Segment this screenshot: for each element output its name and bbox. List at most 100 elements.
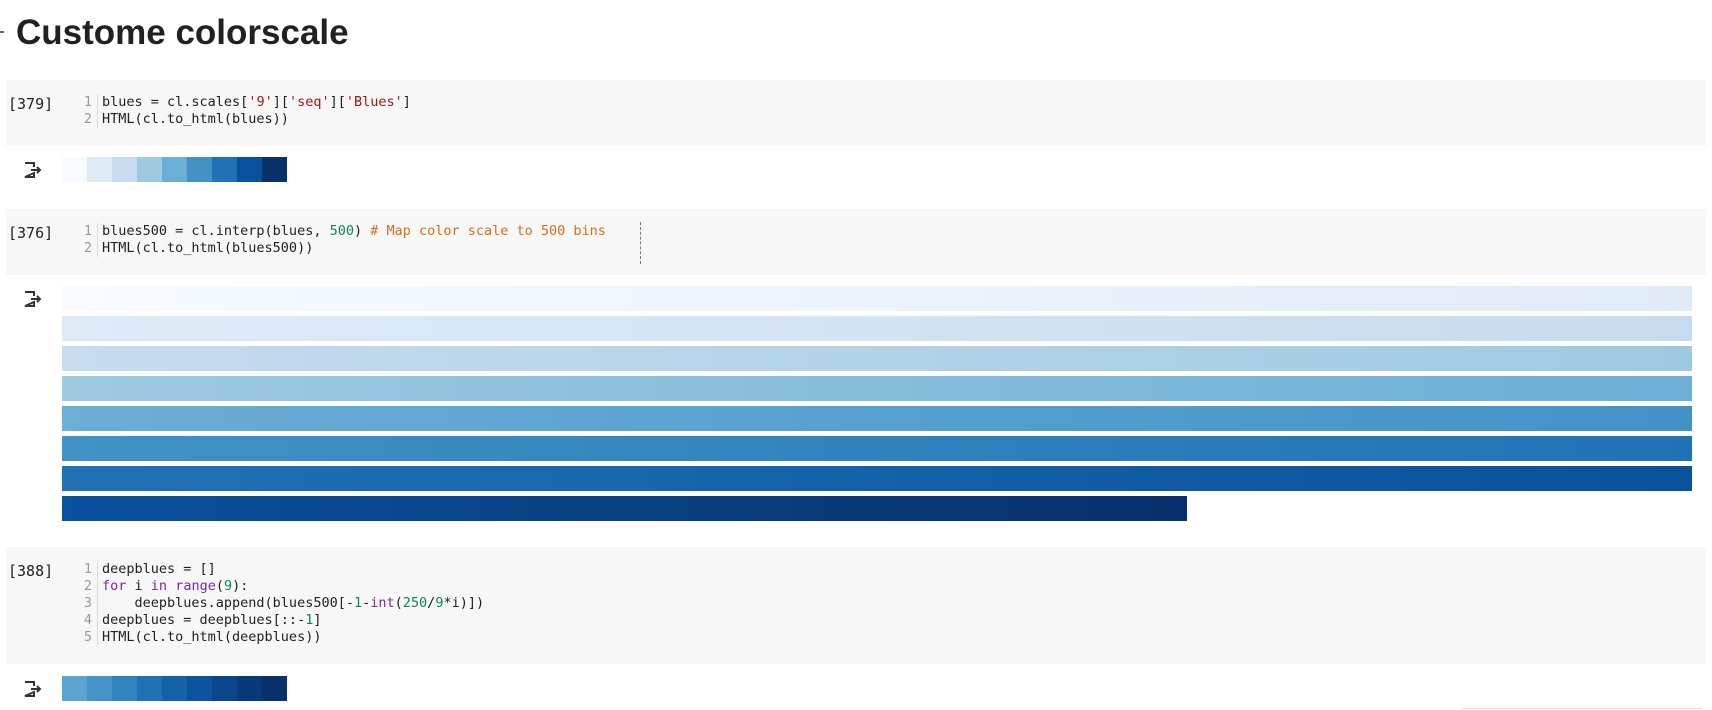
code-token: ] bbox=[402, 94, 411, 110]
code-token: HTML(cl.to_html(blues500)) bbox=[102, 240, 314, 256]
output-icon[interactable] bbox=[23, 290, 43, 308]
code-token: 'seq' bbox=[288, 94, 330, 110]
code-cell-388[interactable]: [388] 1 deepblues = [] 2 for i in range(9):… bbox=[6, 547, 1706, 664]
color-swatch bbox=[62, 157, 87, 182]
code-text: blues = cl.scales['9']['seq']['Blues'] bbox=[102, 94, 411, 111]
color-swatch bbox=[87, 157, 112, 182]
line-number: 2 bbox=[76, 578, 98, 595]
code-token: HTML(cl.to_html(deepblues)) bbox=[102, 629, 322, 645]
code-token: 1 bbox=[305, 612, 314, 628]
output-icon[interactable] bbox=[23, 161, 43, 179]
code-token: ] bbox=[313, 612, 322, 628]
line-number: 4 bbox=[76, 612, 98, 629]
color-swatch bbox=[137, 676, 162, 701]
execution-counter: [388] bbox=[8, 562, 54, 580]
code-cell-379[interactable]: [379] 1 blues = cl.scales['9']['seq']['Bl… bbox=[6, 80, 1706, 146]
color-swatch bbox=[237, 157, 262, 182]
blues-swatch-output bbox=[62, 157, 287, 182]
code-line[interactable]: 1 deepblues = [] bbox=[76, 561, 484, 578]
code-text: HTML(cl.to_html(deepblues)) bbox=[102, 629, 321, 646]
color-swatch bbox=[162, 676, 187, 701]
code-line[interactable]: 4 deepblues = deepblues[::-1] bbox=[76, 612, 484, 629]
code-line[interactable]: 1 blues = cl.scales['9']['seq']['Blues'] bbox=[76, 94, 411, 111]
code-line[interactable]: 2 HTML(cl.to_html(blues)) bbox=[76, 111, 411, 128]
color-swatch bbox=[87, 676, 112, 701]
gradient-band bbox=[62, 496, 1187, 521]
color-swatch bbox=[137, 157, 162, 182]
code-token: blues500 = cl.interp(blues, bbox=[102, 223, 330, 239]
code-text: for i in range(9): bbox=[102, 578, 248, 595]
code-editor[interactable]: 1 deepblues = [] 2 for i in range(9): 3 deep… bbox=[76, 561, 484, 646]
line-number: 5 bbox=[76, 629, 98, 646]
code-line[interactable]: 1 blues500 = cl.interp(blues, 500) # Map … bbox=[76, 223, 606, 240]
color-swatch bbox=[112, 676, 137, 701]
code-token: # Map color scale to 500 bins bbox=[370, 223, 606, 239]
color-swatch bbox=[237, 676, 262, 701]
line-number: 1 bbox=[76, 94, 98, 111]
code-token: 1 bbox=[353, 595, 363, 611]
color-swatch bbox=[212, 157, 237, 182]
code-token: 'Blues' bbox=[345, 94, 403, 110]
code-token: - bbox=[362, 595, 371, 611]
color-swatch bbox=[62, 676, 87, 701]
line-number: 1 bbox=[76, 223, 98, 240]
edit-cursor bbox=[640, 222, 641, 264]
code-text: deepblues.append(blues500[-1-int(250/9*i… bbox=[102, 595, 485, 612]
line-number: 2 bbox=[76, 240, 98, 257]
color-swatch bbox=[187, 157, 212, 182]
gradient-band bbox=[62, 376, 1692, 401]
code-token: '9' bbox=[248, 94, 273, 110]
code-token: ( bbox=[394, 595, 403, 611]
execution-counter: [379] bbox=[8, 95, 54, 113]
code-line[interactable]: 2 HTML(cl.to_html(blues500)) bbox=[76, 240, 606, 257]
code-token: 500 bbox=[329, 223, 354, 239]
code-token: 9 bbox=[223, 578, 233, 594]
line-number: 2 bbox=[76, 111, 98, 128]
code-cell-376[interactable]: [376] 1 blues500 = cl.interp(blues, 500) … bbox=[6, 209, 1706, 275]
code-token: blues = cl.scales[ bbox=[102, 94, 249, 110]
section-heading: Customе colorscale bbox=[16, 13, 349, 52]
gradient-band bbox=[62, 436, 1692, 461]
code-text: deepblues = [] bbox=[102, 561, 216, 578]
line-number: 1 bbox=[76, 561, 98, 578]
code-token: ( bbox=[215, 578, 224, 594]
code-token: deepblues = [] bbox=[102, 561, 216, 577]
code-text: blues500 = cl.interp(blues, 500) # Map c… bbox=[102, 223, 606, 240]
code-text: deepblues = deepblues[::-1] bbox=[102, 612, 321, 629]
color-swatch bbox=[262, 676, 287, 701]
code-token: deepblues = deepblues[::- bbox=[102, 612, 306, 628]
color-swatch bbox=[112, 157, 137, 182]
code-line[interactable]: 3 deepblues.append(blues500[-1-int(250/9… bbox=[76, 595, 484, 612]
gradient-band bbox=[62, 346, 1692, 371]
code-token: ) bbox=[353, 223, 371, 239]
color-swatch bbox=[262, 157, 287, 182]
code-token: / bbox=[427, 595, 436, 611]
code-token: ][ bbox=[329, 94, 346, 110]
code-token: 9 bbox=[435, 595, 444, 611]
code-text: HTML(cl.to_html(blues)) bbox=[102, 111, 289, 128]
code-token: range bbox=[175, 578, 216, 594]
code-line[interactable]: 5 HTML(cl.to_html(deepblues)) bbox=[76, 629, 484, 646]
code-token: deepblues.append(blues500[- bbox=[102, 595, 354, 611]
code-editor[interactable]: 1 blues500 = cl.interp(blues, 500) # Map … bbox=[76, 223, 606, 257]
output-icon[interactable] bbox=[23, 680, 43, 698]
gradient-band bbox=[62, 406, 1692, 431]
code-token: 250 bbox=[402, 595, 428, 611]
line-number: 3 bbox=[76, 595, 98, 612]
deepblues-swatch-output bbox=[62, 676, 287, 701]
code-token: in bbox=[150, 578, 168, 594]
code-token: ): bbox=[232, 578, 249, 594]
collapse-marker[interactable] bbox=[0, 31, 4, 33]
code-token: int bbox=[370, 595, 395, 611]
gradient-band bbox=[62, 466, 1692, 491]
code-token: ][ bbox=[272, 94, 289, 110]
gradient-band bbox=[62, 316, 1692, 341]
color-swatch bbox=[162, 157, 187, 182]
code-token: HTML(cl.to_html(blues)) bbox=[102, 111, 289, 127]
execution-counter: [376] bbox=[8, 224, 54, 242]
color-swatch bbox=[187, 676, 212, 701]
code-editor[interactable]: 1 blues = cl.scales['9']['seq']['Blues'] 2… bbox=[76, 94, 411, 128]
code-token: for bbox=[102, 578, 127, 594]
code-line[interactable]: 2 for i in range(9): bbox=[76, 578, 484, 595]
